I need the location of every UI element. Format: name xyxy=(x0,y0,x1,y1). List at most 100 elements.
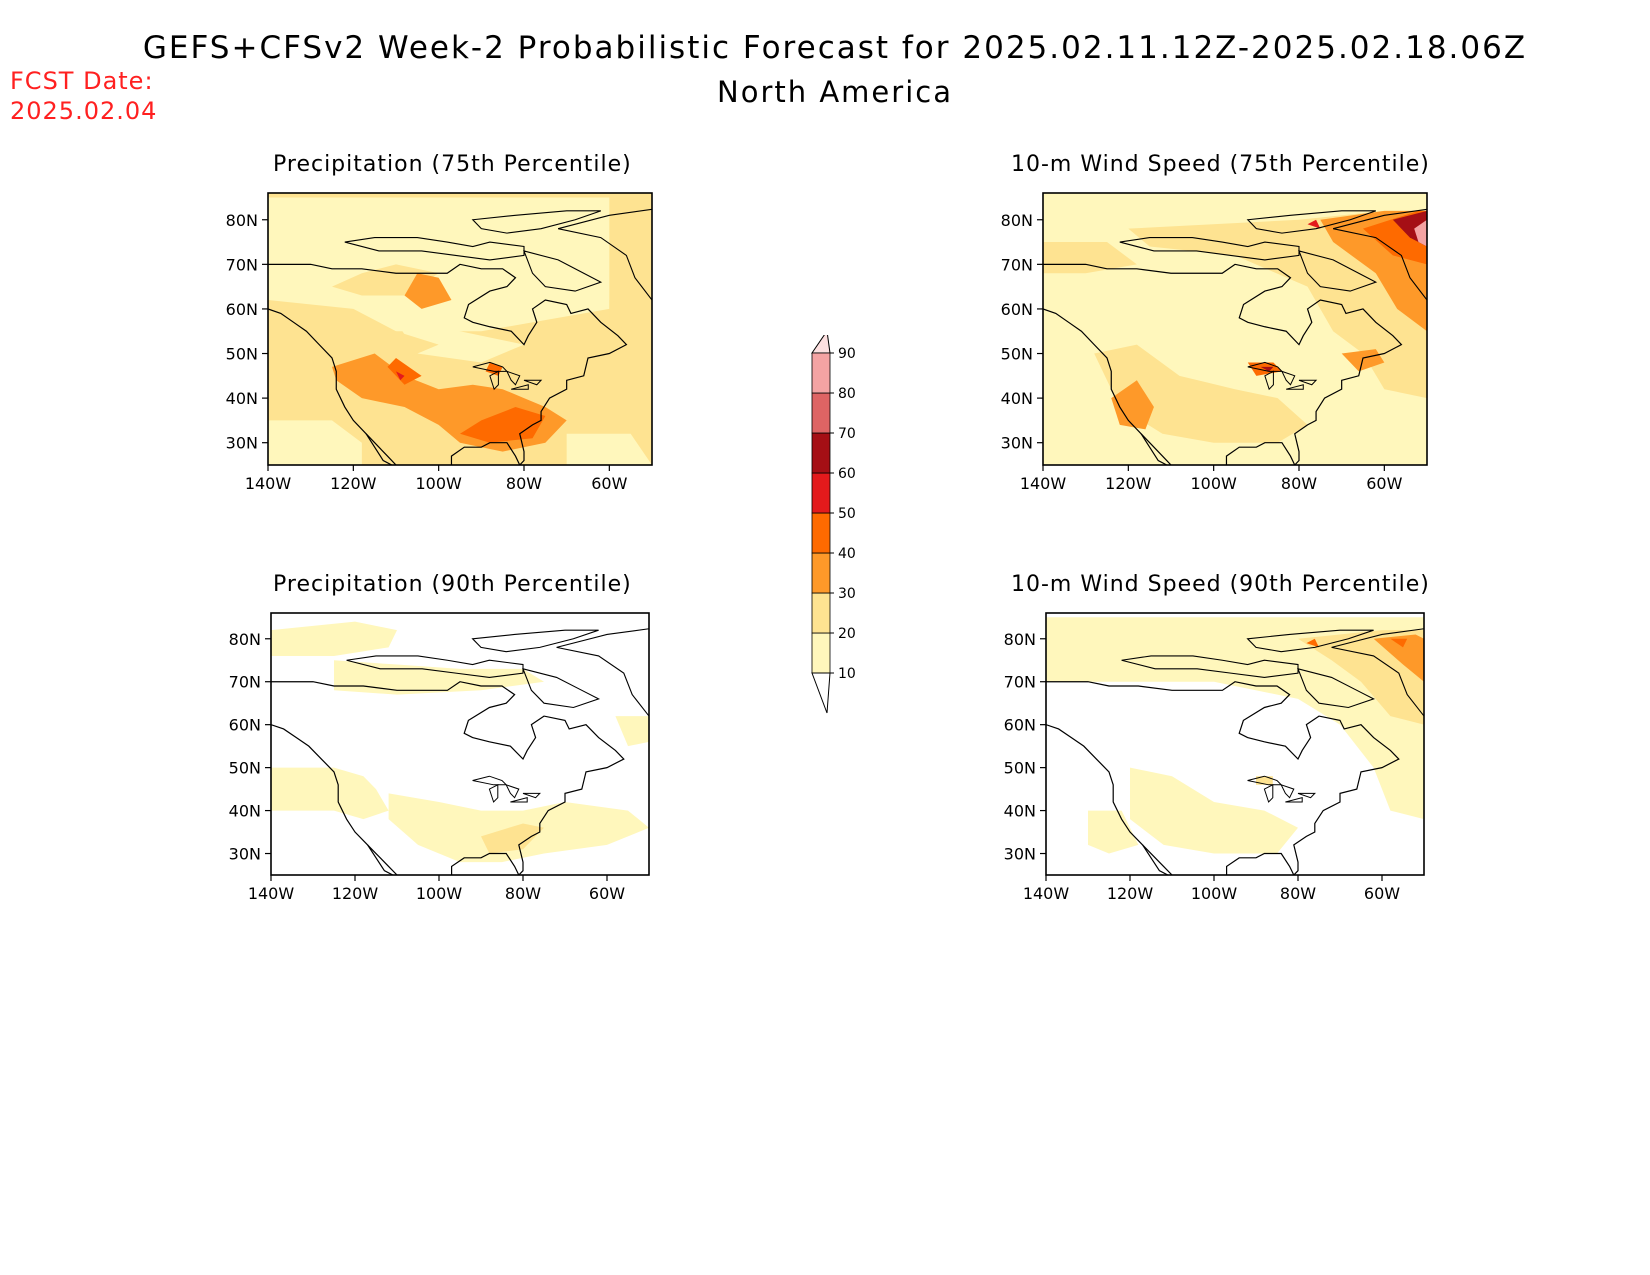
lon-tick-label: 60W xyxy=(589,884,625,903)
lake-outline xyxy=(1285,797,1303,803)
lon-tick-label: 100W xyxy=(416,884,463,903)
lat-tick-label: 80N xyxy=(1004,630,1036,649)
shaded-region xyxy=(609,300,635,332)
shaded-region xyxy=(271,767,389,820)
colorbar-label: 80 xyxy=(838,386,856,402)
lake-outline xyxy=(472,361,509,372)
lake-outline xyxy=(1247,775,1283,786)
lon-tick-label: 80W xyxy=(506,474,542,493)
lon-tick-label: 100W xyxy=(1191,884,1238,903)
page-title: GEFS+CFSv2 Week-2 Probabilistic Forecast… xyxy=(142,30,1528,66)
coastline xyxy=(1043,263,1403,465)
colorbar-label: 90 xyxy=(838,346,856,362)
lat-tick-label: 40N xyxy=(1001,389,1033,408)
lat-tick-label: 30N xyxy=(226,434,258,453)
island-outline xyxy=(522,668,601,709)
colorbar-label: 70 xyxy=(838,426,856,442)
shaded-region xyxy=(566,433,652,465)
colorbar-box xyxy=(811,432,831,474)
panel-title-wind-90: 10-m Wind Speed (90th Percentile) xyxy=(1011,572,1430,597)
coastline xyxy=(367,844,394,875)
coastline xyxy=(1142,844,1169,875)
lon-tick-label: 100W xyxy=(1190,474,1237,493)
coastline xyxy=(268,308,397,465)
lat-tick-label: 70N xyxy=(1001,255,1033,274)
colorbar-label: 20 xyxy=(838,626,856,642)
lon-tick-label: 120W xyxy=(332,884,379,903)
island-outline xyxy=(557,208,652,301)
lake-outline xyxy=(488,783,499,803)
map-precip-90: 30N 40N 50N 60N 70N 80N 140W 120W 100W 80W 60W xyxy=(229,612,650,903)
shaded-region xyxy=(1130,767,1298,854)
colorbar-box xyxy=(811,552,831,594)
shaded-region xyxy=(1046,617,1424,820)
fcst-date-value: 2025.02.04 xyxy=(10,97,158,125)
colorbar-box xyxy=(811,392,831,434)
lat-tick-label: 40N xyxy=(229,802,261,821)
shaded-region xyxy=(1306,638,1319,648)
colorbar-box xyxy=(811,352,831,394)
lat-tick-label: 70N xyxy=(229,673,261,692)
shaded-region xyxy=(1414,219,1427,247)
lat-tick-label: 70N xyxy=(1004,673,1036,692)
coastline xyxy=(1140,433,1168,465)
shaded-region xyxy=(1088,810,1139,854)
lake-outline xyxy=(510,797,528,803)
colorbar-top-arrow xyxy=(811,335,831,354)
lake-outline xyxy=(1263,783,1274,803)
shaded-region xyxy=(1390,638,1408,648)
lake-outline xyxy=(511,384,529,390)
lon-tick-label: 140W xyxy=(245,474,292,493)
lat-tick-label: 60N xyxy=(1001,300,1033,319)
map-frame xyxy=(270,612,650,876)
coastline xyxy=(271,681,625,875)
lat-tick-label: 40N xyxy=(226,389,258,408)
panel-title-precip-75: Precipitation (75th Percentile) xyxy=(273,152,632,177)
coastline xyxy=(1046,681,1400,875)
lake-outline xyxy=(1286,384,1304,390)
map-wind-75: 30N 40N 50N 60N 70N 80N 140W 120W 100W 80W 60W xyxy=(1001,192,1428,493)
lat-tick-label: 80N xyxy=(229,630,261,649)
lat-tick-label: 50N xyxy=(229,759,261,778)
lon-tick-label: 80W xyxy=(1280,884,1316,903)
colorbar-label: 40 xyxy=(838,546,856,562)
shaded-region xyxy=(460,407,546,443)
lake-outline xyxy=(505,783,520,799)
lake-outline xyxy=(1280,370,1296,386)
island-outline xyxy=(1246,629,1374,653)
island-outline xyxy=(1119,237,1300,261)
island-outline xyxy=(344,237,525,261)
island-outline xyxy=(346,655,524,678)
colorbar-box xyxy=(811,472,831,514)
island-outline xyxy=(1332,208,1427,301)
lake-outline xyxy=(489,370,499,391)
lake-outline xyxy=(1280,783,1295,799)
coastline xyxy=(1046,724,1173,875)
island-outline xyxy=(471,629,599,653)
island-outline xyxy=(1331,628,1424,717)
lon-tick-label: 60W xyxy=(591,474,627,493)
lon-tick-label: 140W xyxy=(1023,884,1070,903)
shaded-region xyxy=(1373,634,1424,682)
shaded-region xyxy=(615,716,649,747)
shaded-region xyxy=(404,273,452,309)
lake-outline xyxy=(1264,370,1274,391)
island-outline xyxy=(1297,668,1376,709)
page-subtitle: North America xyxy=(717,75,953,109)
lake-outline xyxy=(505,370,521,386)
lat-tick-label: 30N xyxy=(1001,434,1033,453)
shaded-region xyxy=(1111,380,1154,430)
coastline xyxy=(365,433,393,465)
lon-tick-label: 120W xyxy=(1107,884,1154,903)
lon-tick-label: 140W xyxy=(1020,474,1067,493)
island-outline xyxy=(1298,250,1378,292)
coastline xyxy=(271,724,398,875)
shaded-region xyxy=(1043,362,1107,443)
panel-title-precip-90: Precipitation (90th Percentile) xyxy=(273,572,632,597)
map-wind-90: 30N 40N 50N 60N 70N 80N 140W 120W 100W 80W 60W xyxy=(1004,612,1425,903)
colorbar-box xyxy=(811,632,831,674)
shaded-region xyxy=(1260,366,1274,372)
shaded-region xyxy=(1128,210,1427,399)
colorbar-label: 60 xyxy=(838,466,856,482)
lon-tick-label: 60W xyxy=(1364,884,1400,903)
